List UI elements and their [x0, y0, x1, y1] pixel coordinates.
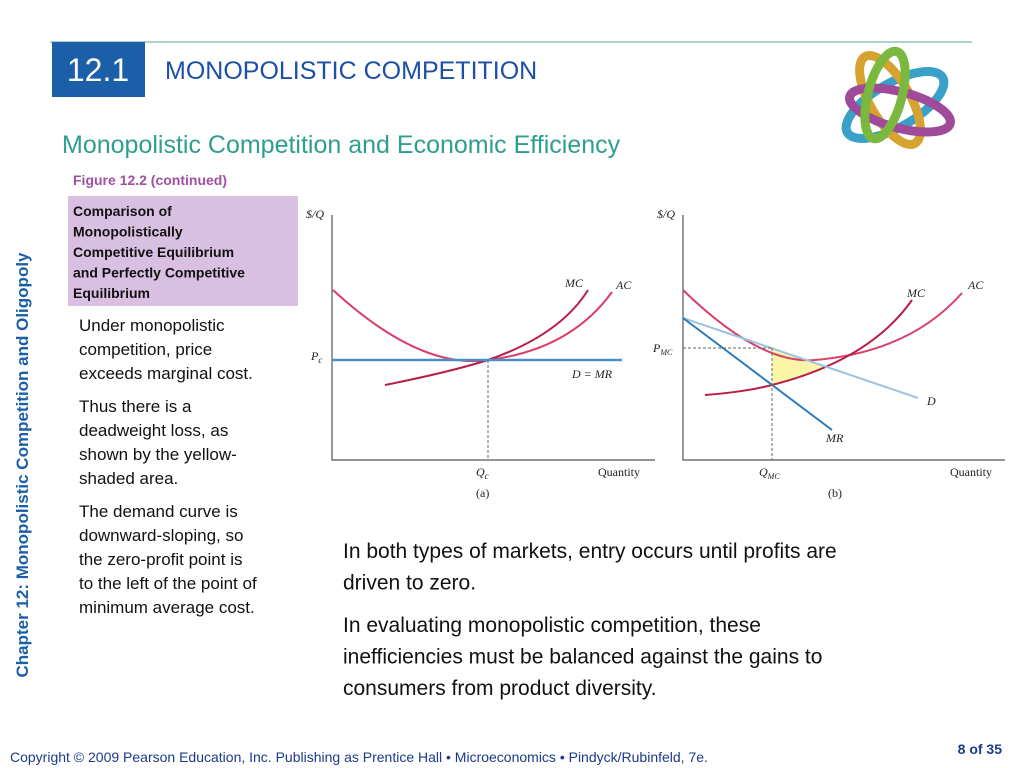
body-line: consumers from product diversity.	[343, 677, 657, 700]
caption-line: and Perfectly Competitive	[73, 265, 245, 281]
section-box	[52, 42, 145, 97]
main: P	[652, 341, 661, 355]
copyright: Copyright © 2009 Pearson Education, Inc.…	[10, 749, 708, 765]
sub: c	[318, 355, 322, 365]
note-line: The demand curve is	[79, 502, 238, 521]
panel-b: $/Q MC AC PMC D MR QMC Quantity (b)	[652, 207, 1005, 500]
caption-line: Monopolistically	[73, 224, 183, 240]
demand-label: D	[926, 394, 936, 408]
ac-label: AC	[615, 278, 632, 292]
x-axis-label: Quantity	[950, 465, 992, 479]
note-line: deadweight loss, as	[79, 421, 228, 440]
main: Q	[476, 465, 485, 479]
y-axis-label: $/Q	[306, 207, 324, 221]
sub: c	[485, 471, 489, 481]
ac-curve	[682, 289, 963, 362]
panel-label: (a)	[476, 486, 489, 500]
note-line: shaded area.	[79, 469, 178, 488]
note-line: Under monopolistic	[79, 316, 225, 335]
price-label: PMC	[652, 341, 673, 357]
quantity-label: Qc	[476, 465, 489, 481]
note-line: downward-sloping, so	[79, 526, 243, 545]
mc-label: MC	[564, 276, 584, 290]
ac-label: AC	[967, 278, 984, 292]
body: In both types of markets, entry occurs u…	[343, 540, 837, 700]
mr-line	[682, 317, 833, 431]
deadweight-loss	[772, 348, 826, 385]
mc-label: MC	[906, 286, 926, 300]
body-line: driven to zero.	[343, 572, 476, 595]
sub: MC	[659, 348, 673, 357]
note-line: Thus there is a	[79, 397, 192, 416]
price-label: Pc	[310, 349, 322, 365]
panel-label: (b)	[828, 486, 842, 500]
y-axis-label: $/Q	[657, 207, 675, 221]
section-number: 12.1	[67, 52, 129, 88]
ac-curve	[332, 289, 613, 363]
note-line: shown by the yellow-	[79, 445, 237, 464]
body-line: In both types of markets, entry occurs u…	[343, 540, 837, 563]
mc-curve	[384, 289, 589, 386]
logo	[841, 46, 955, 149]
caption: Comparison of Monopolistically Competitive…	[73, 203, 245, 301]
subtitle: Monopolistic Competition and Economic Ef…	[62, 131, 621, 159]
sub: MC	[767, 472, 781, 481]
notes: Under monopolistic competition, price exce…	[79, 316, 257, 617]
note-line: to the left of the point of	[79, 574, 257, 593]
figure-label: Figure 12.2 (continued)	[73, 172, 227, 188]
side-label: Chapter 12: Monopolistic Competition and…	[13, 252, 32, 678]
note-line: exceeds marginal cost.	[79, 364, 253, 383]
note-line: minimum average cost.	[79, 598, 255, 617]
caption-line: Equilibrium	[73, 285, 150, 301]
logo-ring	[860, 46, 910, 144]
caption-line: Competitive Equilibrium	[73, 244, 234, 260]
panel-a: $/Q MC AC Pc D = MR Qc Quantity (a)	[306, 207, 655, 500]
main: P	[310, 349, 319, 363]
demand-label: D = MR	[571, 367, 613, 381]
x-axis-label: Quantity	[598, 465, 640, 479]
caption-box	[68, 196, 298, 306]
main: Q	[759, 465, 768, 479]
note-line: competition, price	[79, 340, 212, 359]
demand-line	[682, 317, 919, 399]
mr-label: MR	[825, 431, 844, 445]
header-title: MONOPOLISTIC COMPETITION	[165, 57, 537, 85]
page-number: 8 of 35	[958, 741, 1003, 757]
axes	[331, 215, 655, 461]
caption-line: Comparison of	[73, 203, 172, 219]
body-line: In evaluating monopolistic competition, …	[343, 614, 761, 637]
note-line: the zero-profit point is	[79, 550, 242, 569]
body-line: inefficiencies must be balanced against …	[343, 646, 822, 669]
mc-curve	[704, 299, 913, 396]
axes	[682, 215, 1005, 461]
quantity-label: QMC	[759, 465, 780, 481]
